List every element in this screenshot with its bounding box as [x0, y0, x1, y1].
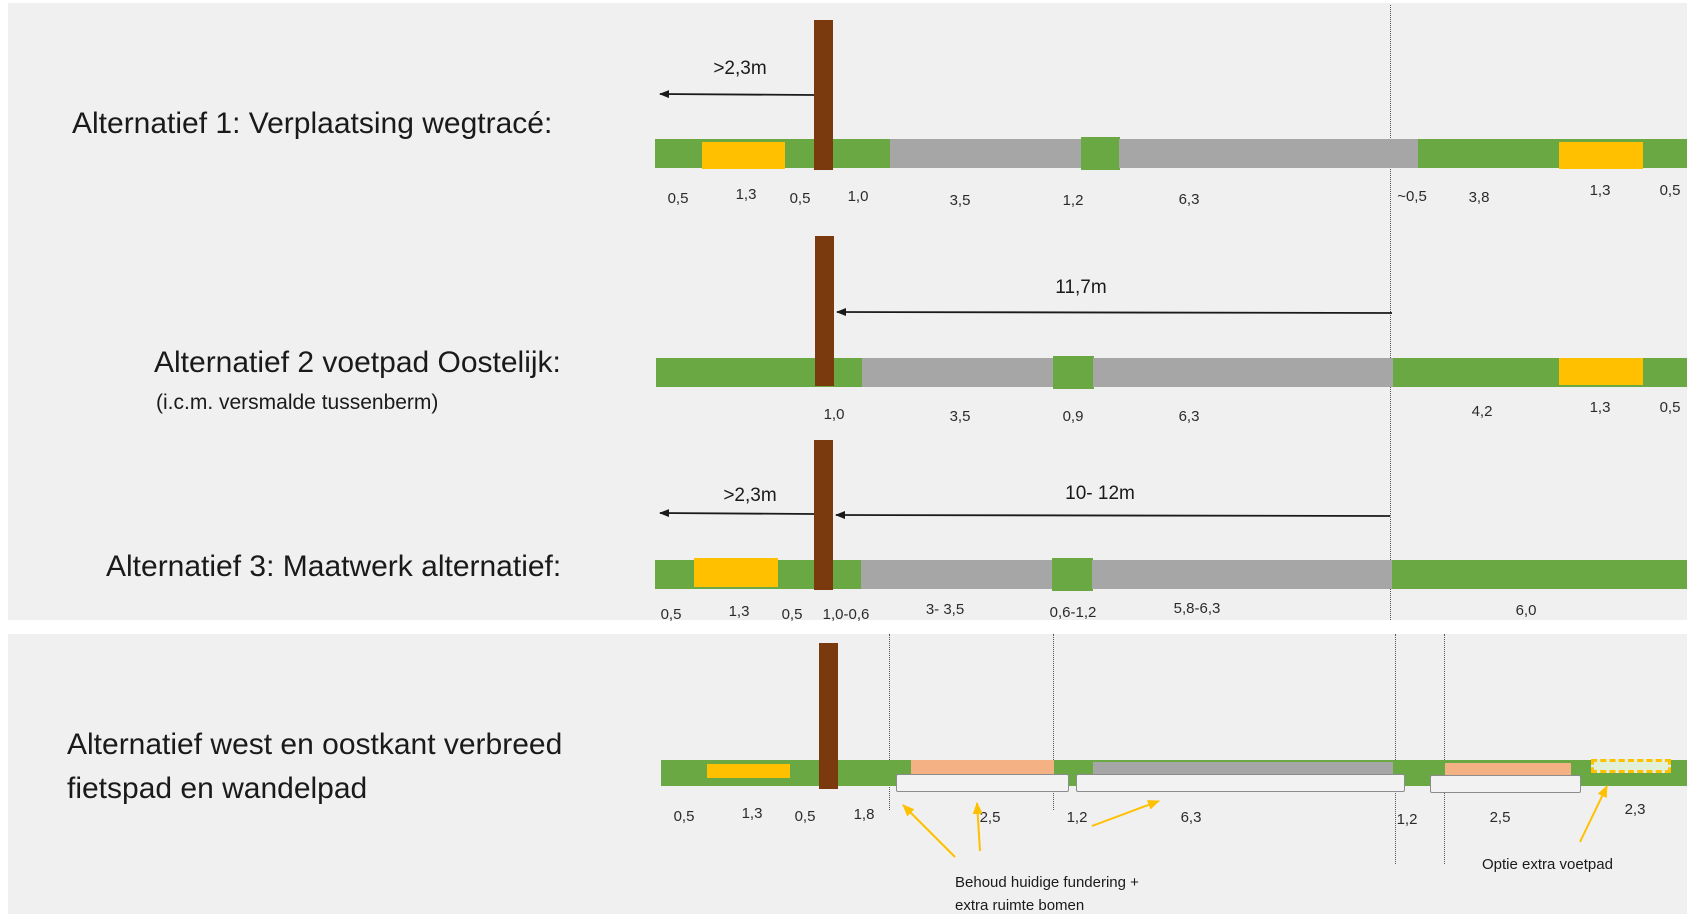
alt4-bike-path-west — [911, 760, 1054, 774]
alt3-arrow-label-left: >2,3m — [723, 485, 777, 506]
alt4-road — [1093, 762, 1393, 774]
alt1-dim: 3,5 — [949, 192, 971, 209]
alt2-tree-trunk — [815, 236, 834, 386]
guide-line-alt4-c — [1395, 634, 1396, 864]
alt4-dim: 1,8 — [853, 806, 875, 823]
alt4-bike-path-east — [1445, 763, 1571, 776]
alt1-dim: 0,5 — [789, 190, 811, 207]
alt2-road-b — [1093, 358, 1394, 387]
alt2-dim: 1,0 — [823, 406, 845, 423]
alt3-tree-trunk — [814, 440, 833, 590]
alt3-footpath-west — [694, 558, 778, 587]
alt4-title-line2: fietspad en wandelpad — [67, 772, 368, 805]
alt3-dim: 0,6-1,2 — [1049, 604, 1097, 621]
alt4-foundation-arrow-3 — [1091, 800, 1160, 827]
alt3-road-a — [861, 560, 1053, 589]
alt1-arrow-label: >2,3m — [713, 58, 767, 79]
alt1-dim: 1,3 — [1589, 182, 1611, 199]
alt4-note-foundation: Behoud huidige fundering + — [955, 874, 1139, 891]
alt1-title: Alternatief 1: Verplaatsing wegtracé: — [72, 107, 553, 140]
alt2-title: Alternatief 2 voetpad Oostelijk: — [154, 346, 561, 379]
guide-line-alt4-b — [1053, 634, 1054, 810]
alt4-dim: 1,3 — [741, 805, 763, 822]
alt1-dim: 3,8 — [1468, 189, 1490, 206]
alt4-title-line1: Alternatief west en oostkant verbreed — [67, 728, 563, 761]
alt4-optional-footpath — [1591, 759, 1671, 773]
alt1-dim: 0,5 — [667, 190, 689, 207]
alt3-dim: 1,0-0,6 — [822, 606, 870, 623]
alt4-dim: 0,5 — [794, 808, 816, 825]
guide-line-alt4-a — [889, 634, 890, 810]
alt3-dim: 3- 3,5 — [925, 601, 965, 618]
alt4-dim: 2,3 — [1624, 801, 1646, 818]
alt2-dim: 4,2 — [1471, 403, 1493, 420]
alt4-note-footpath: Optie extra voetpad — [1482, 856, 1613, 873]
alt4-dim: 1,2 — [1066, 809, 1088, 826]
alt2-road-a — [862, 358, 1054, 387]
alt4-foundation-east — [1430, 775, 1581, 793]
alt3-title: Alternatief 3: Maatwerk alternatief: — [106, 550, 562, 583]
alt3-distance-arrow-left — [659, 509, 815, 518]
alt2-subtitle: (i.c.m. versmalde tussenberm) — [156, 391, 439, 414]
alt1-distance-arrow — [659, 90, 815, 99]
alt4-dim: 0,5 — [673, 808, 695, 825]
alt4-footpath-west — [707, 764, 790, 778]
alt1-dim: 1,3 — [735, 186, 757, 203]
alt2-arrow-label: 11,7m — [1055, 277, 1107, 298]
alt3-grass-east — [1392, 560, 1687, 589]
alt4-note-foundation-2: extra ruimte bomen — [955, 897, 1085, 914]
alt1-dim: ~0,5 — [1397, 188, 1427, 205]
alt2-dim: 1,3 — [1589, 399, 1611, 416]
alt1-footpath-east — [1559, 142, 1643, 169]
alt1-dim: 0,5 — [1659, 182, 1681, 199]
alt3-arrow-label-right: 10- 12m — [1065, 483, 1135, 504]
alt4-foundation-west — [896, 774, 1069, 792]
alt4-footpath-arrow — [1579, 785, 1608, 843]
alt3-road-b — [1092, 560, 1393, 589]
alt1-tree-trunk — [814, 20, 833, 170]
alt4-foundation-road — [1076, 774, 1405, 792]
alt3-distance-arrow-right — [835, 511, 1391, 520]
alt3-dim: 0,5 — [660, 606, 682, 623]
alt4-dim: 6,3 — [1180, 809, 1202, 826]
alt4-dim: 2,5 — [1489, 809, 1511, 826]
alt2-dim: 0,5 — [1659, 399, 1681, 416]
alt2-dim: 0,9 — [1062, 408, 1084, 425]
guide-line-alt4-d — [1444, 634, 1445, 864]
alt2-median — [1053, 356, 1094, 389]
alt4-tree-trunk — [819, 643, 838, 789]
alt2-dim: 3,5 — [949, 408, 971, 425]
alt1-road-b — [1119, 139, 1419, 168]
alt3-dim: 6,0 — [1515, 602, 1537, 619]
alt4-foundation-arrow-1 — [902, 804, 956, 858]
alt1-footpath-west — [702, 142, 785, 169]
alt4-dim: 2,5 — [979, 809, 1001, 826]
alt3-dim: 1,3 — [728, 603, 750, 620]
alt2-footpath-east — [1559, 358, 1643, 385]
alt2-distance-arrow — [836, 308, 1393, 317]
alt2-dim: 6,3 — [1178, 408, 1200, 425]
alt3-median — [1052, 558, 1093, 591]
alt3-dim: 0,5 — [781, 606, 803, 623]
alt3-dim: 5,8-6,3 — [1173, 600, 1221, 617]
alt1-road-a — [890, 139, 1082, 168]
alt1-dim: 1,0 — [847, 188, 869, 205]
alt1-dim: 1,2 — [1062, 192, 1084, 209]
alt1-dim: 6,3 — [1178, 191, 1200, 208]
alt1-median — [1081, 137, 1120, 170]
alt4-foundation-arrow-2 — [972, 802, 983, 852]
alt4-dim: 1,2 — [1396, 811, 1418, 828]
